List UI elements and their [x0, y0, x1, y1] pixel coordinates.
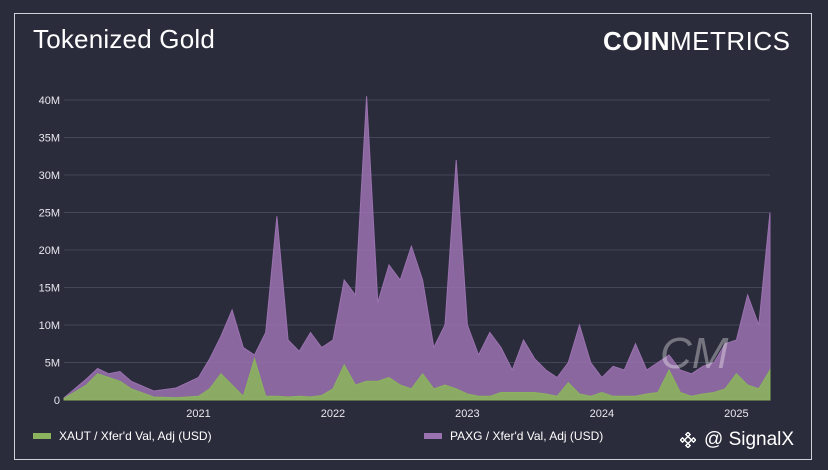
y-tick-label: 10M — [39, 320, 60, 332]
y-tick-label: 40M — [39, 95, 60, 107]
y-tick-label: 35M — [39, 133, 60, 145]
x-axis-ticks: 2021 2022 2023 2024 2025 — [186, 408, 748, 420]
y-tick-label: 20M — [39, 245, 60, 257]
series-area-xaut — [63, 357, 771, 401]
coinmetrics-logo: COINMETRICS — [603, 26, 791, 57]
x-tick-label: 2023 — [455, 408, 479, 420]
cm-watermark-icon: CM — [660, 329, 729, 378]
y-tick-label: 30M — [39, 170, 60, 182]
legend-label-xaut: XAUT / Xfer'd Val, Adj (USD) — [59, 429, 212, 443]
chart-frame — [14, 13, 812, 460]
svg-text:CM: CM — [660, 329, 729, 378]
legend-swatch-paxg — [424, 433, 442, 439]
y-tick-label: 25M — [39, 208, 60, 220]
x-tick-label: 2025 — [724, 408, 748, 420]
series-area-paxg — [63, 96, 771, 401]
y-tick-label: 15M — [39, 283, 60, 295]
y-tick-label: 0 — [54, 395, 60, 407]
chart-areas — [63, 96, 771, 401]
watermark-text: @ SignalX — [704, 429, 795, 450]
brand-light: METRICS — [670, 26, 791, 56]
legend-swatch-xaut — [33, 433, 51, 439]
legend-item-paxg: PAXG / Xfer'd Val, Adj (USD) — [424, 429, 603, 443]
y-axis-ticks: 0 5M 10M 15M 20M 25M 30M 35M 40M — [39, 95, 60, 407]
x-tick-label: 2021 — [186, 408, 210, 420]
chart-title: Tokenized Gold — [33, 24, 216, 54]
x-tick-label: 2024 — [590, 408, 614, 420]
x-tick-label: 2022 — [321, 408, 345, 420]
binance-diamond-icon — [680, 432, 696, 448]
y-tick-label: 5M — [45, 358, 60, 370]
legend-label-paxg: PAXG / Xfer'd Val, Adj (USD) — [450, 429, 604, 443]
brand-bold: COIN — [603, 26, 670, 56]
signalx-watermark: @ SignalX — [680, 429, 794, 451]
legend-item-xaut: XAUT / Xfer'd Val, Adj (USD) — [33, 429, 212, 443]
